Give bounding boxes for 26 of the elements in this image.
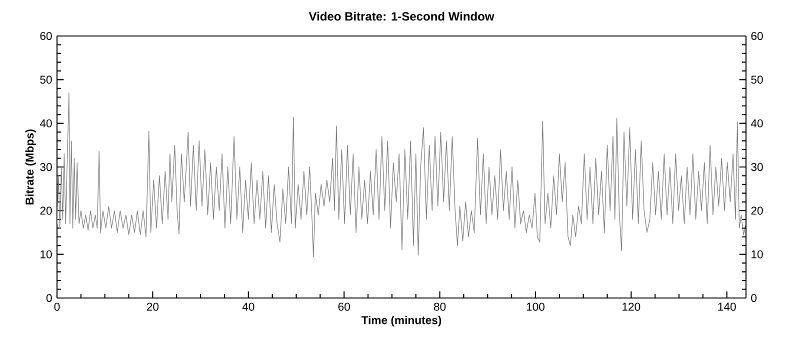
x-tick-label: 0 (54, 302, 60, 311)
y-tick-label: 20 (40, 206, 52, 215)
line-series (57, 92, 746, 258)
y2-tick-label: 10 (752, 250, 763, 258)
y2-tick-label: 60 (751, 32, 763, 40)
x-tick-label: 80 (434, 302, 446, 311)
x-tick-label: 120 (622, 302, 640, 311)
chart-title: Video Bitrate: 1-Second Window (308, 12, 494, 21)
y-axis-title: Bitrate (Mbps) (25, 129, 36, 204)
x-tick-label: 40 (242, 302, 254, 311)
x-tick-label: 60 (338, 302, 350, 311)
y2-tick-label: 40 (750, 119, 763, 128)
y-tick-label: 30 (40, 162, 52, 171)
x-tick-label: 140 (718, 302, 736, 311)
y2-tick-label: 50 (751, 76, 763, 84)
y-tick-label: 40 (40, 119, 52, 128)
x-axis-title: Time (minutes) (361, 316, 442, 326)
y-tick-label: 0 (46, 294, 52, 302)
x-tick-label: 20 (146, 302, 159, 311)
x-tick-label: 100 (526, 302, 544, 311)
y-tick-label: 50 (40, 76, 52, 84)
y2-tick-label: 20 (751, 206, 763, 215)
y-tick-label: 10 (40, 250, 52, 258)
y2-tick-label: 30 (751, 162, 763, 171)
y-tick-label: 60 (40, 32, 52, 40)
y2-tick-label: 0 (751, 294, 757, 302)
